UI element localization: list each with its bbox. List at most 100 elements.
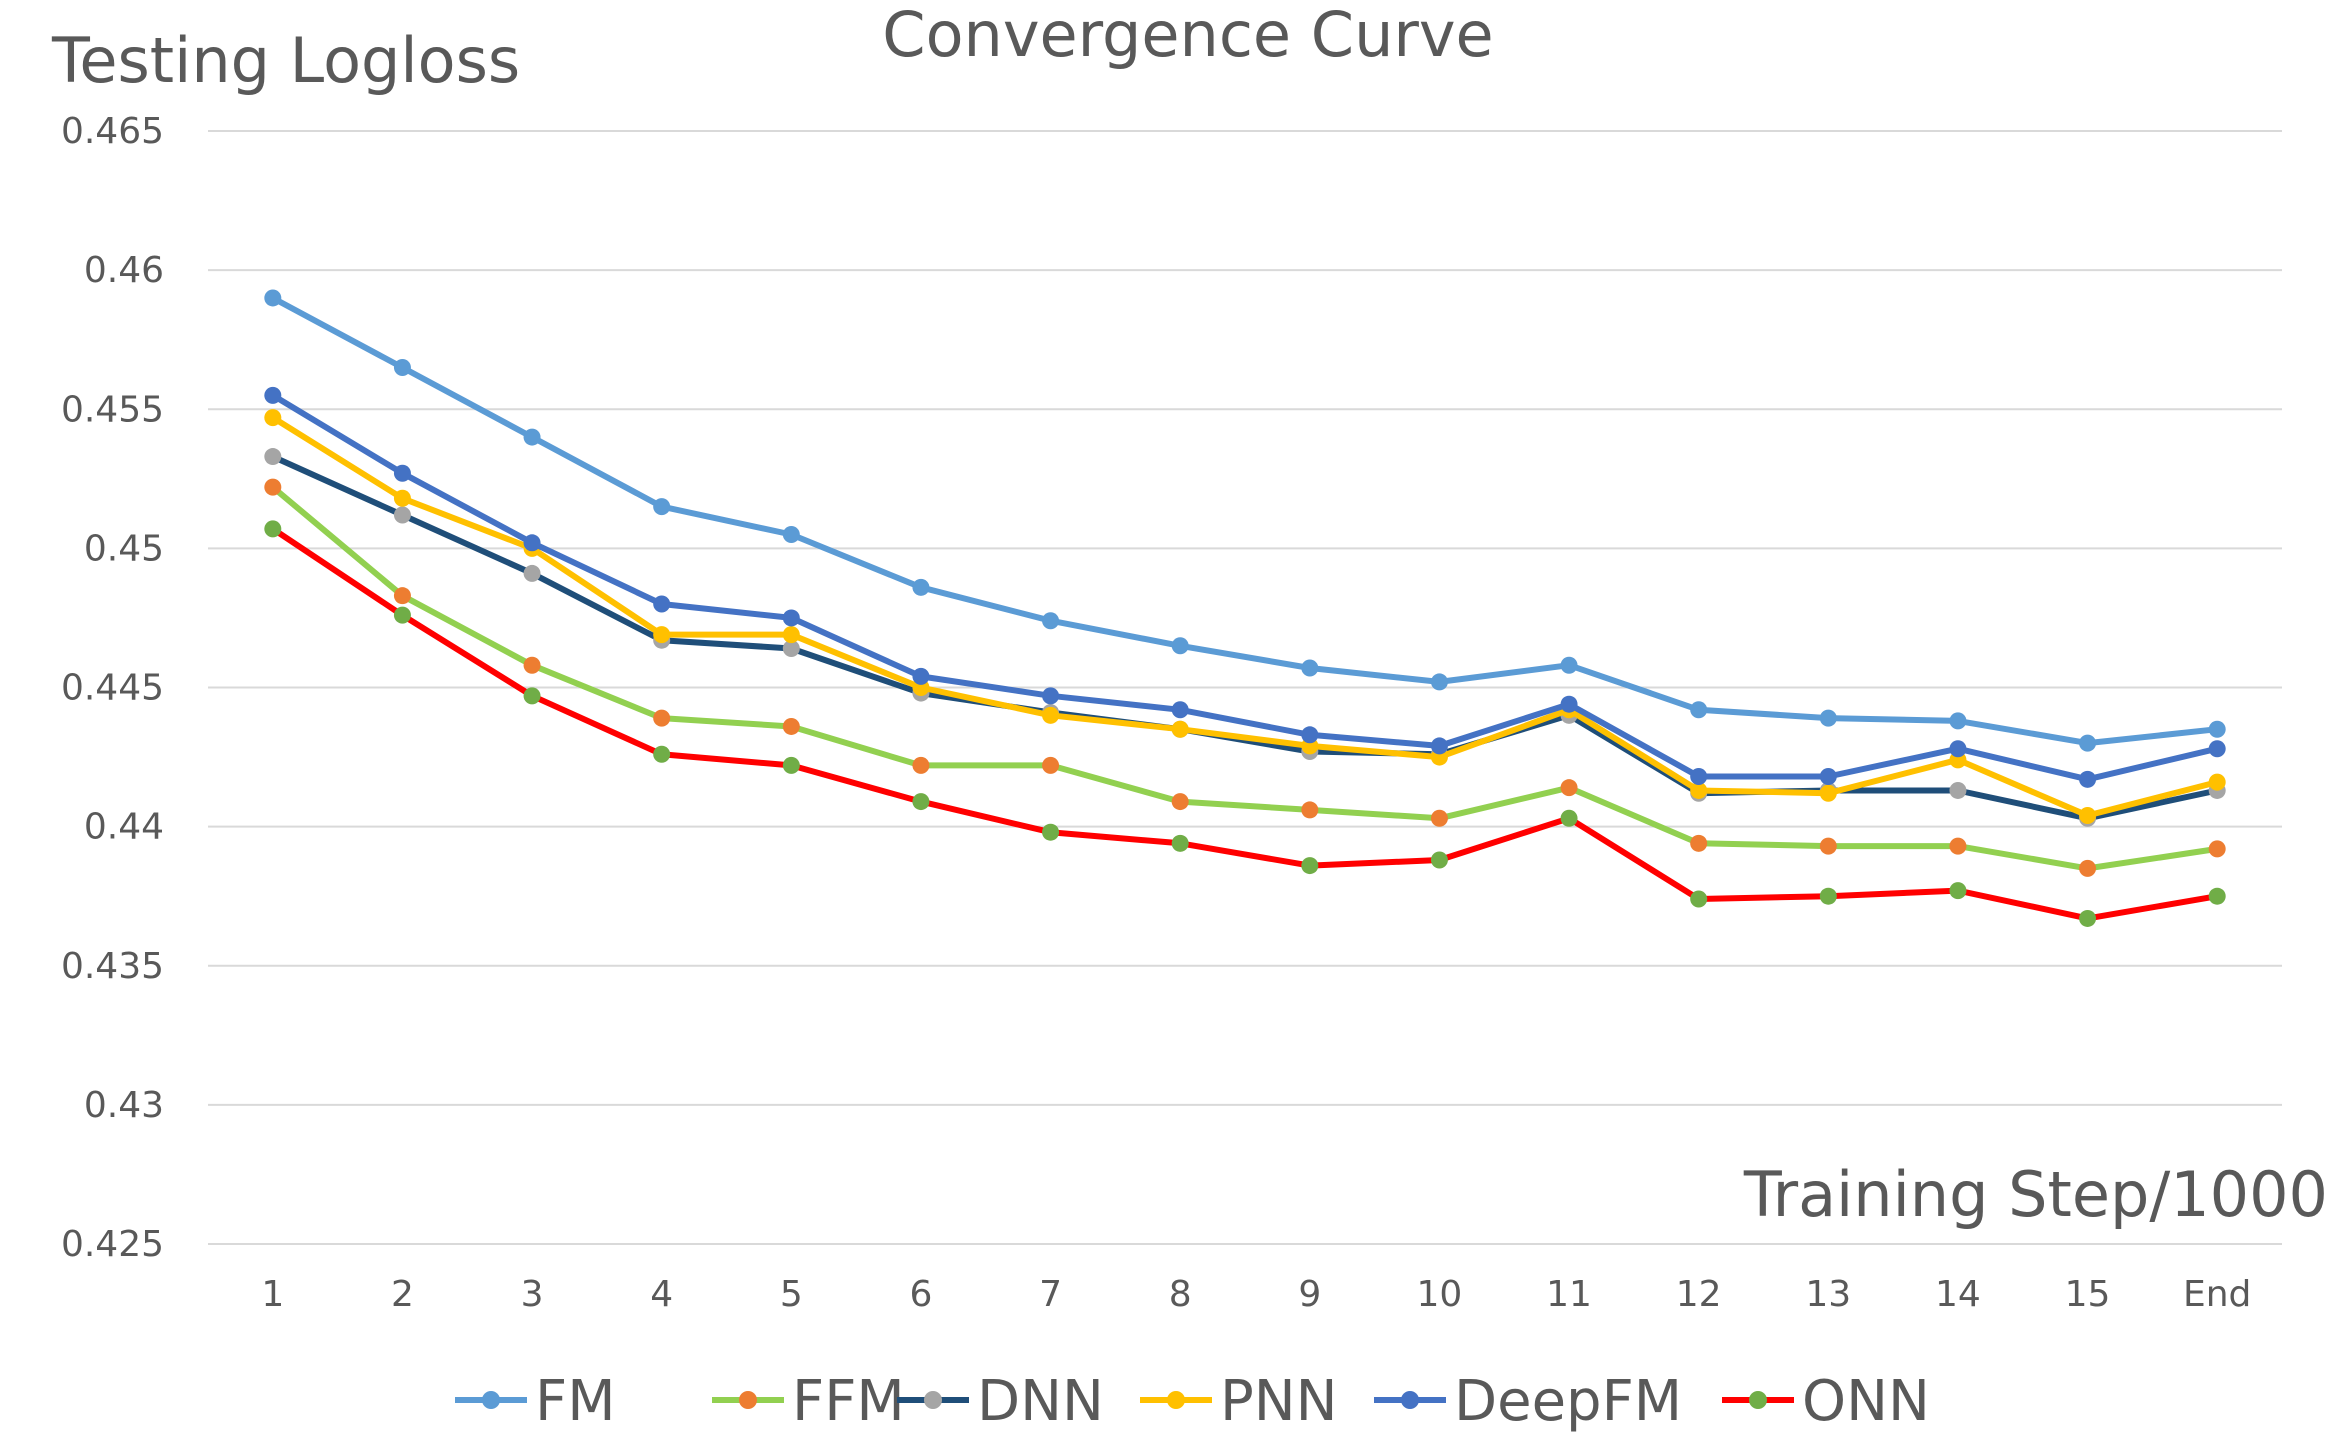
series-deepfm	[264, 386, 2226, 788]
data-point	[1042, 612, 1060, 630]
legend-swatch-marker	[482, 1391, 500, 1409]
series-fm	[264, 289, 2226, 752]
data-point	[1560, 809, 1578, 827]
data-point	[1430, 737, 1448, 755]
series-onn	[264, 520, 2226, 927]
data-point	[1171, 701, 1189, 719]
x-tick-label: 13	[1805, 1274, 1851, 1315]
legend-label: DNN	[977, 1369, 1104, 1434]
y-tick-label: 0.46	[84, 250, 164, 291]
series-pnn	[264, 409, 2226, 824]
x-tick-label: End	[2183, 1274, 2251, 1315]
data-point	[2079, 806, 2097, 824]
data-point	[1430, 809, 1448, 827]
data-point	[912, 667, 930, 685]
data-point	[1560, 656, 1578, 674]
data-point	[782, 640, 800, 658]
y-tick-label: 0.465	[61, 111, 164, 152]
y-tick-labels: 0.425 0.43 0.435 0.44 0.445 0.45 0.455 0.46 0.46…	[61, 111, 164, 1265]
data-point	[1819, 837, 1837, 855]
data-point	[653, 498, 671, 516]
data-point	[393, 506, 411, 524]
data-point	[523, 534, 541, 552]
x-tick-label: 12	[1676, 1274, 1722, 1315]
y-tick-label: 0.435	[61, 946, 164, 987]
data-point	[264, 409, 282, 427]
data-point	[653, 626, 671, 644]
data-point	[1690, 701, 1708, 719]
data-point	[2208, 740, 2226, 758]
legend-item-deepfm: DeepFM	[1374, 1369, 1682, 1434]
x-tick-label: 7	[1039, 1274, 1062, 1315]
data-point	[653, 745, 671, 763]
data-point	[393, 587, 411, 605]
series-dnn	[264, 448, 2226, 827]
legend-swatch-marker	[739, 1391, 757, 1409]
legend-label: PNN	[1220, 1369, 1338, 1434]
legend-label: ONN	[1802, 1369, 1930, 1434]
data-point	[1042, 706, 1060, 724]
data-point	[782, 525, 800, 543]
x-tick-label: 3	[521, 1274, 544, 1315]
data-point	[2079, 859, 2097, 877]
data-point	[1949, 882, 1967, 900]
data-point	[782, 626, 800, 644]
legend-swatch-marker	[1401, 1391, 1419, 1409]
data-point	[264, 386, 282, 404]
y-tick-label: 0.45	[84, 528, 164, 569]
data-point	[1949, 837, 1967, 855]
x-axis-label: Training Step/1000	[1743, 1158, 2328, 1231]
data-point	[1301, 801, 1319, 819]
data-point	[653, 709, 671, 727]
data-point	[782, 609, 800, 627]
data-point	[912, 578, 930, 596]
legend-swatch-marker	[924, 1391, 942, 1409]
data-point	[2208, 773, 2226, 791]
x-tick-label: 1	[261, 1274, 284, 1315]
legend-swatch-marker	[1749, 1391, 1767, 1409]
x-tick-label: 15	[2065, 1274, 2111, 1315]
data-point	[782, 756, 800, 774]
series-line	[271, 526, 2218, 922]
series-ffm	[264, 478, 2226, 877]
y-axis-label: Testing Logloss	[51, 24, 520, 97]
data-point	[1171, 720, 1189, 738]
x-tick-label: 6	[909, 1274, 932, 1315]
data-point	[1042, 823, 1060, 841]
data-point	[1690, 768, 1708, 786]
x-tick-labels: 1 2 3 4 5 6 7 8 9 10 11 12 13 14 15 End	[261, 1274, 2251, 1315]
data-point	[1042, 756, 1060, 774]
data-point	[1430, 673, 1448, 691]
legend-item-fm: FM	[455, 1369, 616, 1434]
legend-label: FM	[535, 1369, 616, 1434]
data-point	[1949, 781, 1967, 799]
data-point	[393, 464, 411, 482]
data-point	[2079, 770, 2097, 788]
data-point	[1949, 740, 1967, 758]
data-point	[2079, 909, 2097, 927]
legend-item-dnn: DNN	[897, 1369, 1104, 1434]
data-point	[393, 606, 411, 624]
data-point	[2208, 840, 2226, 858]
data-point	[1690, 834, 1708, 852]
series-line	[271, 453, 2218, 822]
legend: FM FFM DNN PNN DeepFM ONN	[455, 1369, 1930, 1434]
data-point	[653, 595, 671, 613]
data-point	[264, 520, 282, 538]
series-line	[271, 295, 2218, 747]
data-point	[782, 717, 800, 735]
series-lines	[264, 289, 2226, 927]
data-point	[1949, 712, 1967, 730]
series-line	[271, 392, 2218, 783]
data-point	[1690, 890, 1708, 908]
legend-item-ffm: FFM	[712, 1369, 905, 1434]
data-point	[1560, 695, 1578, 713]
x-tick-label: 2	[391, 1274, 414, 1315]
data-point	[1819, 768, 1837, 786]
data-point	[1430, 851, 1448, 869]
data-point	[1171, 834, 1189, 852]
data-point	[1560, 779, 1578, 797]
legend-item-pnn: PNN	[1140, 1369, 1338, 1434]
legend-swatch-marker	[1167, 1391, 1185, 1409]
